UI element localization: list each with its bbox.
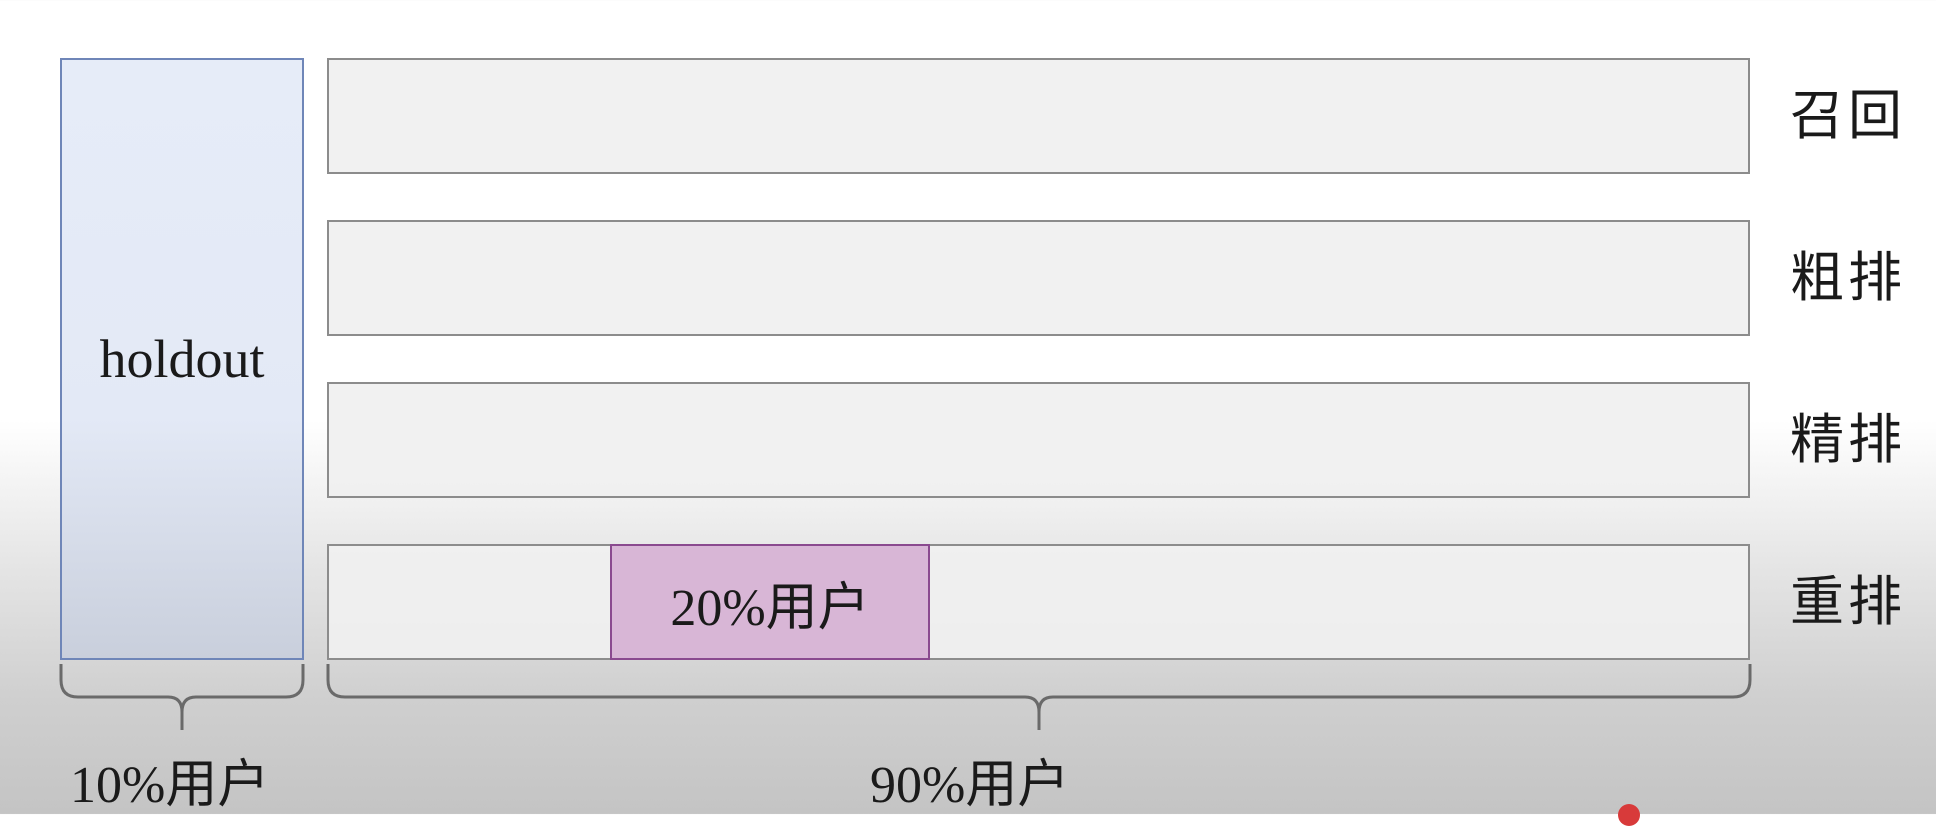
layer-bar-recall <box>327 58 1750 174</box>
experiment-box: 20%用户 <box>610 544 930 660</box>
layer-label-recall: 召回 <box>1790 84 1906 147</box>
holdout-share-label: 10%用户 <box>70 757 270 814</box>
holdout-label: holdout <box>99 329 265 389</box>
layer-label-rerank: 重排 <box>1790 570 1906 633</box>
layer-bar-rerank <box>327 544 1750 660</box>
remaining-share-label: 90%用户 <box>870 757 1070 814</box>
layer-bar-coarse-rank <box>327 220 1750 336</box>
main-brace <box>326 664 1752 730</box>
layer-bar-fine-rank <box>327 382 1750 498</box>
holdout-box: holdout <box>60 58 304 660</box>
layer-label-fine-rank: 精排 <box>1790 408 1906 471</box>
cursor-dot <box>1618 804 1640 826</box>
experiment-label: 20%用户 <box>670 579 870 637</box>
layer-label-coarse-rank: 粗排 <box>1790 246 1906 309</box>
holdout-brace <box>59 664 305 730</box>
